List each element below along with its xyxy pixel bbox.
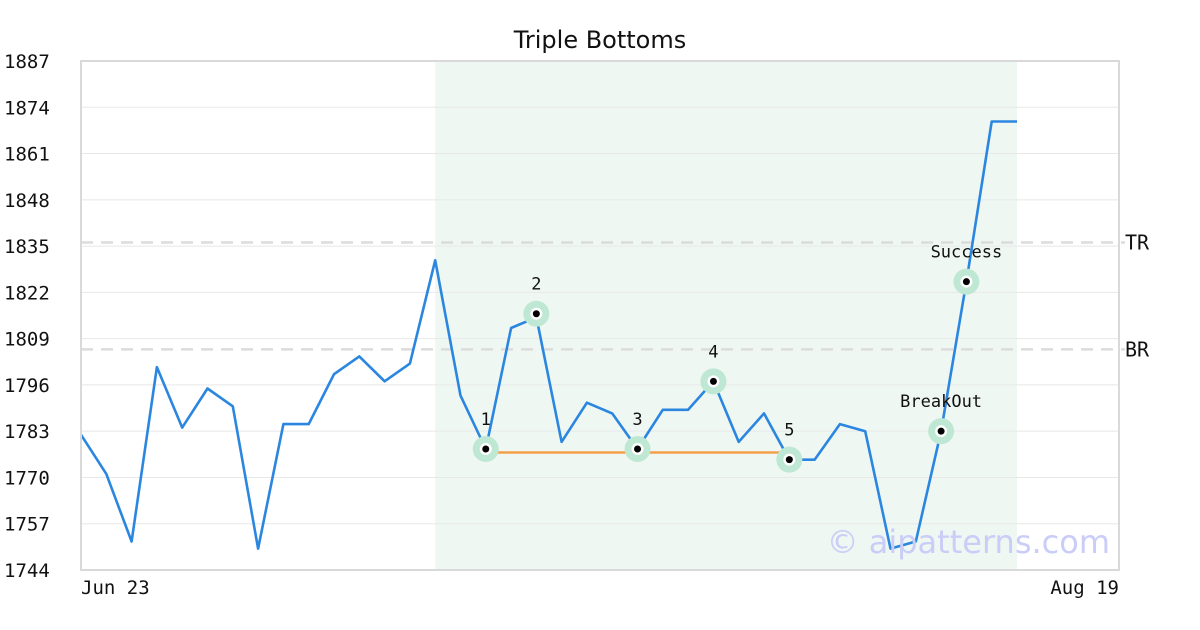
y-tick-label: 1835 [4,236,50,258]
marker-dot-breakout [937,427,945,435]
plot-frame [80,60,1120,571]
y-tick-label: 1783 [4,421,50,443]
marker-dot-4 [709,377,717,385]
y-tick-label: 1744 [4,560,50,582]
reference-label-br: BR [1125,337,1150,361]
marker-dot-success [962,278,970,286]
plot-area: 1887 1874 1861 1848 1835 1822 1809 1796 1783 1770… [4,51,1150,582]
point-label-success: Success [931,243,1003,263]
point-label-4: 4 [708,342,718,362]
point-label-breakout: BreakOut [900,392,982,412]
point-label-1: 1 [481,410,491,430]
y-tick-label: 1848 [4,190,50,212]
y-tick-label: 1861 [4,144,50,166]
y-tick-label: 1770 [4,467,50,489]
x-tick-label-start: Jun 23 [81,577,150,599]
price-line [79,120,1017,550]
marker-dot-1 [482,445,490,453]
y-tick-label: 1887 [4,51,50,73]
y-tick-label: 1822 [4,282,50,304]
point-label-5: 5 [784,421,794,441]
y-tick-label: 1796 [4,375,50,397]
y-tick-label: 1809 [4,329,50,351]
pattern-region [435,61,1017,570]
marker-dot-3 [634,445,642,453]
y-tick-label: 1757 [4,514,50,536]
marker-dot-2 [532,310,540,318]
reference-label-tr: TR [1125,231,1150,255]
marker-dot-5 [785,456,793,464]
x-tick-label-end: Aug 19 [1050,577,1119,599]
point-label-2: 2 [531,275,541,295]
watermark: © aipatterns.com [827,523,1110,561]
point-label-3: 3 [632,410,642,430]
chart-title: Triple Bottoms [513,26,687,54]
y-tick-label: 1874 [4,97,50,119]
